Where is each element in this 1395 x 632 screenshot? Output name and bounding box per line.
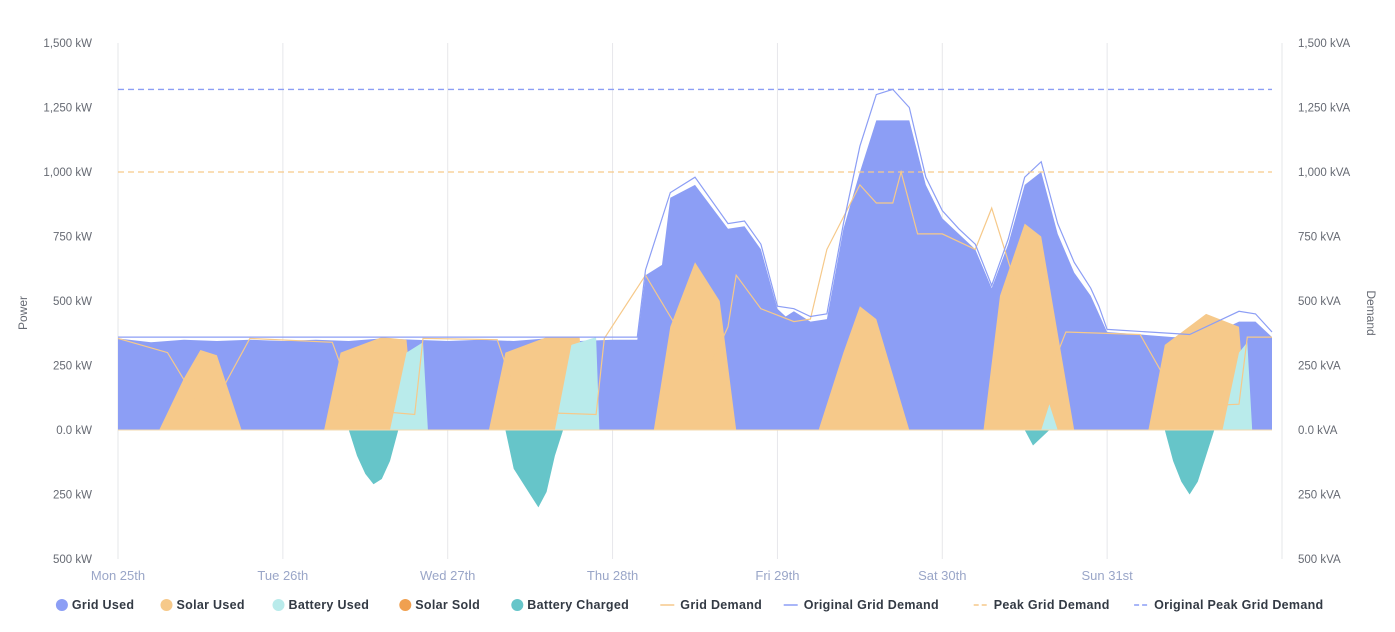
y-left-tick-label: 500 kW xyxy=(53,296,92,308)
y-right-tick-label: 750 kVA xyxy=(1298,232,1341,244)
y-left-axis-title: Power xyxy=(16,296,30,330)
legend-label: Solar Sold xyxy=(415,598,480,612)
y-right-tick-label: 250 kVA xyxy=(1298,361,1341,373)
x-tick-label: Sat 30th xyxy=(918,568,966,583)
legend-swatch-icon xyxy=(55,599,68,611)
legend-label: Peak Grid Demand xyxy=(994,598,1110,612)
x-tick-label: Mon 25th xyxy=(91,568,145,583)
y-left-tick-label: 500 kW xyxy=(53,554,92,566)
y-right-tick-label: 1,500 kVA xyxy=(1298,38,1351,50)
legend-label: Battery Charged xyxy=(527,598,629,612)
axes: 1,500 kW 1,250 kW 1,000 kW 750 kW 500 kW 250 … xyxy=(16,38,1378,583)
legend-swatch-icon xyxy=(160,599,173,611)
y-left-tick-label: 1,500 kW xyxy=(43,38,92,50)
legend-label: Original Grid Demand xyxy=(804,598,939,612)
series-lines xyxy=(117,88,1273,416)
legend-label: Grid Used xyxy=(72,598,134,612)
legend-item-peak-grid-demand: Peak Grid Demand xyxy=(973,598,1110,612)
x-tick-label: Sun 31st xyxy=(1081,568,1133,583)
legend-label: Battery Used xyxy=(289,598,370,612)
y-left-tick-label: 1,000 kW xyxy=(43,167,92,179)
y-left-tick-label: 250 kW xyxy=(53,361,92,373)
legend-swatch-icon xyxy=(511,599,524,611)
legend-label: Solar Used xyxy=(177,598,245,612)
y-right-tick-label: 500 kVA xyxy=(1298,554,1341,566)
legend-swatch-icon xyxy=(272,599,285,611)
x-tick-label: Tue 26th xyxy=(257,568,308,583)
legend-item-solar-sold: Solar Sold xyxy=(399,598,480,612)
series-areas xyxy=(118,120,1272,508)
legend-item-grid-used: Grid Used xyxy=(55,598,134,612)
x-tick-label: Fri 29th xyxy=(755,568,799,583)
line-grid-demand xyxy=(117,169,1272,416)
legend-item-original-grid-demand: Original Grid Demand xyxy=(783,598,939,612)
y-right-tick-label: 250 kVA xyxy=(1298,490,1341,502)
legend-item-original-peak-grid-demand: Original Peak Grid Demand xyxy=(1134,598,1323,612)
area-battery-charged xyxy=(348,430,1215,508)
legend-item-battery-charged: Battery Charged xyxy=(511,598,629,612)
y-left-tick-label: 0.0 kW xyxy=(56,425,92,437)
legend-item-battery-used: Battery Used xyxy=(272,598,370,612)
area-solar-used xyxy=(159,223,1248,430)
legend: Grid Used Solar Used Battery Used Solar Sol… xyxy=(55,598,1323,612)
x-tick-label: Thu 28th xyxy=(587,568,638,583)
legend-label: Grid Demand xyxy=(680,598,762,612)
legend-swatch-icon xyxy=(399,599,412,611)
y-left-tick-label: 250 kW xyxy=(53,490,92,502)
legend-label: Original Peak Grid Demand xyxy=(1154,598,1323,612)
y-right-tick-label: 0.0 kVA xyxy=(1298,425,1338,437)
y-right-tick-label: 1,000 kVA xyxy=(1298,167,1351,179)
y-right-axis-title: Demand xyxy=(1364,290,1378,335)
y-left-tick-label: 1,250 kW xyxy=(43,103,92,115)
x-tick-label: Wed 27th xyxy=(420,568,475,583)
y-left-tick-label: 750 kW xyxy=(53,232,92,244)
y-right-tick-label: 500 kVA xyxy=(1298,296,1341,308)
y-right-tick-label: 1,250 kVA xyxy=(1298,103,1351,115)
legend-item-grid-demand: Grid Demand xyxy=(660,598,762,612)
legend-item-solar-used: Solar Used xyxy=(160,598,245,612)
